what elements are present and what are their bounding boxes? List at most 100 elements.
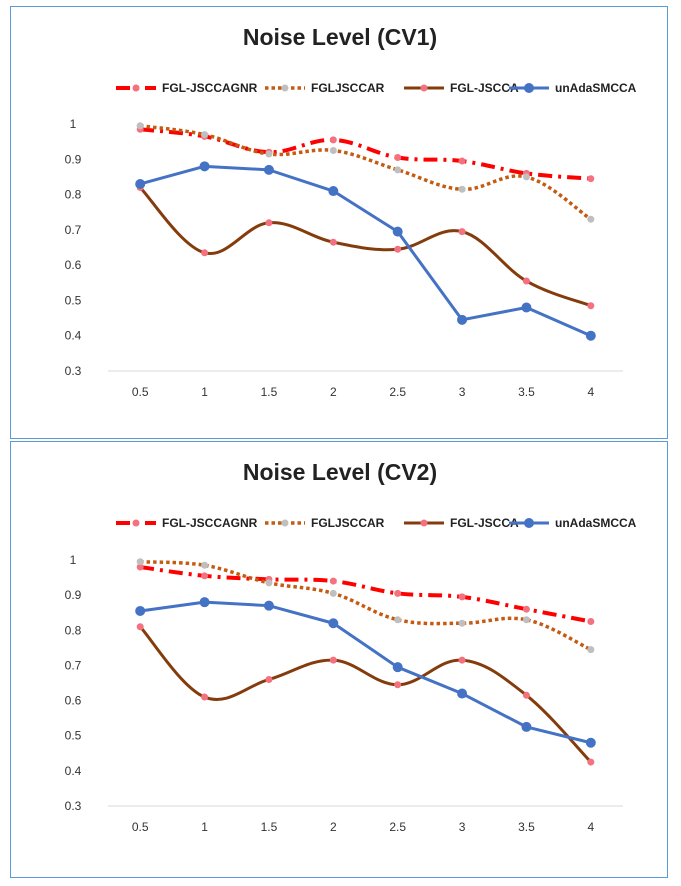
chart-title: Noise Level (CV2) xyxy=(243,459,437,485)
line-chart-svg: Noise Level (CV2) 0.3 0.4 0.5 0.6 0.7 0.8 0.9 1 0… xyxy=(65,459,637,834)
legend-label: FGL-JSCCAGNR xyxy=(162,81,258,95)
x-tick-label: 2.5 xyxy=(389,820,406,834)
legend-swatch-marker xyxy=(132,519,140,527)
data-point-fgl-jsccagnr xyxy=(394,154,402,162)
data-point-fgljsccar xyxy=(201,131,209,139)
y-tick-label: 0.8 xyxy=(65,623,82,637)
data-point-fgl-jscca xyxy=(394,245,402,253)
x-tick-label: 1 xyxy=(201,385,208,399)
legend-entry: FGLJSCCAR xyxy=(265,516,385,530)
legend-entry: FGLJSCCAR xyxy=(265,81,385,95)
data-point-fgl-jscca xyxy=(522,277,530,285)
data-point-fgljsccar xyxy=(136,558,144,566)
chart-title: Noise Level (CV1) xyxy=(243,24,437,50)
y-tick-label: 0.5 xyxy=(65,293,82,307)
data-point-fgl-jsccagnr xyxy=(587,175,595,183)
data-point-fgl-jsccagnr xyxy=(522,605,530,613)
y-tick-label: 0.8 xyxy=(65,188,82,202)
legend-label: unAdaSMCCA xyxy=(555,81,637,95)
data-point-fgljsccar xyxy=(394,166,402,174)
y-tick-label: 0.6 xyxy=(65,694,82,708)
data-point-fgljsccar xyxy=(329,146,337,154)
data-point-fgl-jscca xyxy=(587,758,595,766)
data-point-fgl-jsccagnr xyxy=(458,593,466,601)
x-tick-label: 1.5 xyxy=(261,385,278,399)
data-point-unadasmcca xyxy=(199,161,210,172)
x-tick-label: 2.5 xyxy=(389,385,406,399)
data-point-unadasmcca xyxy=(457,314,468,325)
legend-label: FGL-JSCCA xyxy=(450,81,519,95)
legend-swatch-marker xyxy=(524,518,534,528)
y-tick-label: 0.3 xyxy=(65,364,82,378)
legend-entry: FGL-JSCCAGNR xyxy=(116,516,258,530)
x-tick-label: 3 xyxy=(459,385,466,399)
legend-swatch-marker xyxy=(420,84,428,92)
data-point-fgl-jsccagnr xyxy=(329,136,337,144)
data-point-fgl-jscca xyxy=(265,219,273,227)
line-chart-svg: Noise Level (CV1) 0.3 0.4 0.5 0.6 0.7 0.8 0.9 1 0… xyxy=(65,24,637,399)
x-tick-label: 0.5 xyxy=(132,820,149,834)
y-tick-label: 0.9 xyxy=(65,152,82,166)
data-point-fgljsccar xyxy=(522,173,530,181)
data-point-fgl-jsccagnr xyxy=(587,618,595,625)
data-point-unadasmcca xyxy=(135,605,146,616)
legend-label: FGL-JSCCA xyxy=(450,516,519,530)
series-line-fgl-jscca xyxy=(139,186,592,308)
data-point-unadasmcca xyxy=(328,618,339,629)
data-point-unadasmcca xyxy=(457,688,468,699)
data-point-fgl-jscca xyxy=(329,656,337,664)
x-tick-label: 3.5 xyxy=(518,820,535,834)
x-tick-label: 2 xyxy=(330,385,337,399)
data-point-unadasmcca xyxy=(328,186,339,197)
legend-entry: FGL-JSCCAGNR xyxy=(116,81,258,95)
data-point-fgljsccar xyxy=(522,616,530,624)
x-tick-label: 2 xyxy=(330,820,337,834)
data-point-fgljsccar xyxy=(136,122,144,130)
data-point-unadasmcca xyxy=(263,164,274,175)
x-tick-label: 4 xyxy=(587,385,594,399)
x-tick-label: 4 xyxy=(587,820,594,834)
legend-label: FGL-JSCCAGNR xyxy=(162,516,258,530)
chart-panel-cv1: Noise Level (CV1) 0.3 0.4 0.5 0.6 0.7 0.8 0.9 1 0… xyxy=(10,6,668,439)
y-tick-label: 0.5 xyxy=(65,729,82,743)
data-point-fgl-jsccagnr xyxy=(136,563,144,571)
data-point-fgl-jsccagnr xyxy=(201,572,209,580)
y-tick-label: 1 xyxy=(70,553,77,567)
data-point-fgl-jscca xyxy=(458,656,466,664)
data-point-fgljsccar xyxy=(201,561,209,569)
series-line-unadasmcca xyxy=(139,164,592,338)
y-tick-label: 0.7 xyxy=(65,223,82,237)
data-point-fgl-jscca xyxy=(458,228,466,236)
data-point-unadasmcca xyxy=(585,737,596,748)
data-point-fgl-jscca xyxy=(265,675,273,683)
y-tick-label: 0.6 xyxy=(65,258,82,272)
data-point-unadasmcca xyxy=(521,302,532,313)
x-tick-label: 3 xyxy=(459,820,466,834)
x-tick-label: 3.5 xyxy=(518,385,535,399)
data-point-fgl-jscca xyxy=(136,623,144,631)
legend-swatch-marker xyxy=(132,84,140,92)
legend-swatch-marker xyxy=(281,519,289,527)
x-tick-label: 0.5 xyxy=(132,385,149,399)
series-line-unadasmcca xyxy=(139,600,592,745)
data-point-unadasmcca xyxy=(521,721,532,732)
legend-swatch-marker xyxy=(524,83,534,93)
data-point-unadasmcca xyxy=(392,662,403,673)
data-point-fgljsccar xyxy=(587,215,595,223)
legend-entry: unAdaSMCCA xyxy=(509,81,637,95)
data-point-unadasmcca xyxy=(199,597,210,608)
data-point-fgljsccar xyxy=(394,616,402,624)
series-line-fgl-jsccagnr xyxy=(139,565,592,624)
legend-entry: unAdaSMCCA xyxy=(509,516,637,530)
y-tick-label: 0.4 xyxy=(65,764,82,778)
data-point-unadasmcca xyxy=(135,178,146,189)
legend-label: FGLJSCCAR xyxy=(311,81,385,95)
data-point-fgl-jscca xyxy=(329,238,337,246)
y-tick-label: 1 xyxy=(70,117,77,131)
legend-swatch-marker xyxy=(281,84,289,92)
x-tick-label: 1.5 xyxy=(261,820,278,834)
data-point-fgljsccar xyxy=(329,589,337,597)
legend-entry: FGL-JSCCA xyxy=(404,516,519,530)
data-point-fgljsccar xyxy=(265,579,273,587)
data-point-unadasmcca xyxy=(585,330,596,341)
